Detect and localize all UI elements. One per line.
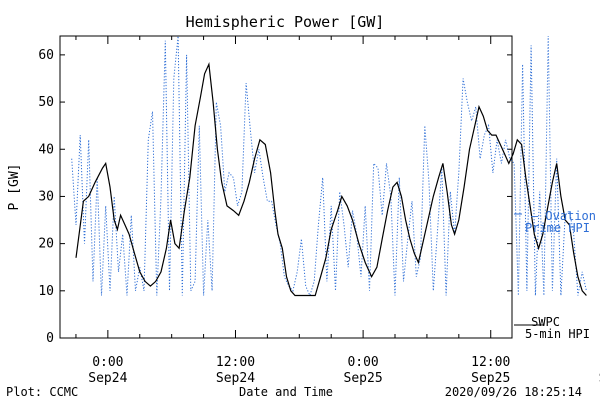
x-tick-label-date: Sep25 (344, 371, 383, 386)
y-tick-label: 40 (38, 142, 54, 157)
footer-plot-source: Plot: CCMC (6, 385, 78, 399)
y-tick-label: 30 (38, 189, 54, 204)
footer-timestamp: 2020/09/26 18:25:14 (445, 385, 582, 399)
y-tick-label: 60 (38, 48, 54, 63)
y-tick-label: 20 (38, 237, 54, 252)
legend-ovation-label: — Ovation (531, 209, 596, 223)
series-layer (71, 35, 587, 297)
x-tick-label-time: 12:00 (216, 355, 255, 370)
x-tick-label-date: Sep25 (471, 371, 510, 386)
x-axis-label: Date and Time (239, 385, 333, 399)
x-tick-label-time: 0:00 (347, 355, 378, 370)
y-axis: 0 10 20 30 40 50 60 (38, 48, 512, 346)
legend-swpc-label: SWPC (531, 315, 560, 329)
x-tick-label-date: Sep24 (216, 371, 255, 386)
y-tick-label: 10 (38, 284, 54, 299)
x-tick-label-date: Sep24 (88, 371, 127, 386)
x-tick-label-time: 0:00 (92, 355, 123, 370)
chart-title: Hemispheric Power [GW] (186, 13, 385, 31)
x-axis: 0:00Sep2412:00Sep240:00Sep2512:00Sep250:… (75, 36, 600, 386)
y-axis-label: P [GW] (7, 164, 22, 211)
y-tick-label: 50 (38, 95, 54, 110)
swpc-hpi-series-line (75, 62, 587, 297)
ovation-prime-series-line (71, 35, 587, 297)
x-tick-label-time: 12:00 (471, 355, 510, 370)
y-tick-label: 0 (46, 331, 54, 346)
legend-swpc-label: 5-min HPI (525, 327, 590, 341)
plot-frame (59, 35, 513, 339)
x-tick-label-date: Sep26 (599, 371, 600, 386)
legend-ovation-label: Prime HPI (525, 221, 590, 235)
